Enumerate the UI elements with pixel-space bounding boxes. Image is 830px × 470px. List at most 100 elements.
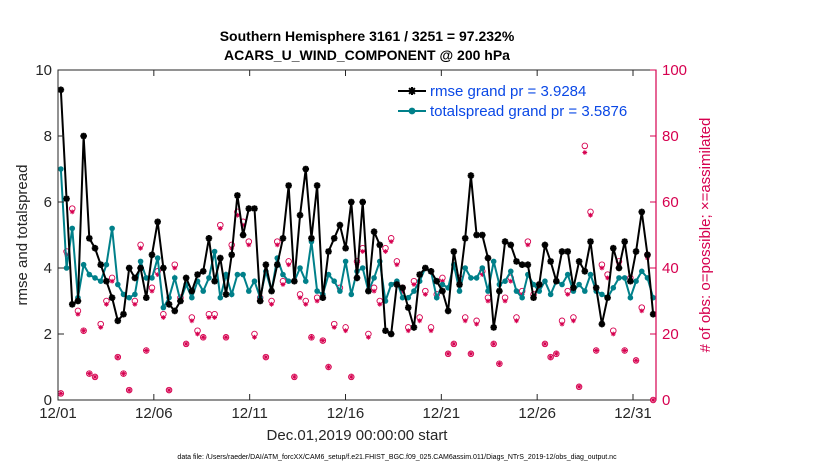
- rmse-point: [103, 277, 110, 285]
- rmse-point: [507, 241, 515, 249]
- obs-assimilated-mark: [297, 295, 303, 301]
- obs-assimilated-mark: [303, 301, 309, 307]
- obs-assimilated-mark: [172, 265, 178, 271]
- spread-point: [206, 275, 212, 281]
- rmse-point: [57, 86, 65, 94]
- obs-assimilated-mark: [223, 334, 229, 340]
- legend-rmse-label: rmse grand pr = 3.9284: [430, 83, 586, 100]
- obs-assimilated-point: [605, 275, 610, 281]
- obs-assimilated-point: [320, 338, 326, 343]
- obs-assimilated-point: [223, 334, 229, 340]
- spread-point: [160, 304, 167, 311]
- spread-point: [63, 265, 70, 271]
- obs-assimilated-point: [479, 272, 485, 277]
- spread-point: [149, 275, 155, 281]
- obs-assimilated-point: [491, 341, 497, 347]
- obs-assimilated-mark: [206, 315, 212, 320]
- rmse-point: [245, 205, 253, 212]
- spread-point: [547, 291, 554, 298]
- rmse-point: [319, 294, 327, 301]
- spread-point: [126, 294, 132, 301]
- rmse-point: [291, 277, 298, 285]
- rmse-point: [518, 261, 526, 268]
- x-tick-label: 12/16: [327, 405, 365, 422]
- rmse-point: [342, 244, 349, 252]
- spread-point: [69, 225, 76, 232]
- obs-possible-point: [450, 340, 458, 348]
- legend-spread-marker: [408, 107, 416, 115]
- obs-assimilated-mark: [326, 364, 331, 370]
- obs-assimilated-mark: [138, 245, 143, 251]
- rmse-point: [621, 238, 628, 245]
- obs-assimilated-point: [263, 354, 269, 360]
- obs-assimilated-point: [468, 351, 474, 357]
- spread-point: [638, 268, 645, 275]
- y-axis-left: 0 2 4 6 8 10: [35, 62, 64, 409]
- obs-assimilated-point: [582, 150, 588, 155]
- obs-assimilated-point: [377, 301, 383, 307]
- legend-box: [393, 78, 651, 122]
- spread-point: [228, 291, 235, 298]
- obs-assimilated-point: [104, 301, 109, 307]
- rmse-point: [564, 248, 572, 255]
- obs-possible-point: [143, 347, 150, 354]
- obs-assimilated-mark: [286, 262, 292, 268]
- plot-area: [58, 70, 656, 400]
- obs-assimilated-mark: [639, 308, 645, 314]
- rmse-point: [302, 165, 310, 173]
- y-left-tick-label: 2: [44, 326, 52, 343]
- obs-assimilated-mark: [212, 315, 218, 320]
- obs-assimilated-mark: [155, 272, 161, 277]
- rmse-point: [649, 310, 657, 318]
- spread-point: [490, 258, 497, 265]
- obs-possible-point: [553, 350, 560, 358]
- rmse-point: [256, 297, 264, 305]
- rmse-point: [484, 254, 492, 262]
- rmse-point: [592, 284, 600, 292]
- rmse-point: [638, 208, 646, 216]
- spread-point: [280, 271, 286, 278]
- rmse-point: [171, 307, 179, 315]
- spread-point: [154, 255, 161, 261]
- obs-assimilated-point: [514, 318, 519, 324]
- spread-point: [245, 288, 252, 294]
- obs-assimilated-point: [252, 334, 257, 340]
- obs-assimilated-point: [610, 331, 616, 337]
- rmse-point: [530, 294, 537, 301]
- legend: rmse grand pr = 3.9284 totalspread grand…: [393, 78, 651, 122]
- obs-possible-point: [262, 353, 270, 361]
- obs-assimilated-point: [485, 298, 491, 304]
- obs-assimilated-mark: [548, 354, 554, 360]
- obs-assimilated-mark: [582, 150, 588, 155]
- obs-assimilated-point: [75, 311, 81, 317]
- obs-assimilated-mark: [183, 341, 189, 347]
- rmse-point: [211, 277, 218, 285]
- spread-point: [285, 278, 292, 285]
- y-left-tick-label: 4: [44, 260, 52, 277]
- obs-assimilated-mark: [514, 318, 519, 324]
- obs-assimilated-point: [462, 318, 468, 324]
- rmse-point: [535, 281, 543, 288]
- spread-point: [433, 294, 440, 301]
- y-axis-right: 0 20 40 60 80 100: [650, 62, 687, 409]
- obs-assimilated-point: [525, 242, 531, 248]
- rmse-point: [239, 231, 247, 239]
- obs-assimilated-mark: [496, 361, 502, 367]
- obs-assimilated-point: [593, 348, 599, 353]
- obs-assimilated-point: [548, 354, 554, 360]
- obs-assimilated-mark: [525, 242, 531, 248]
- spread-point: [240, 271, 246, 278]
- chart-title-line2: ACARS_U_WIND_COMPONENT @ 200 hPa: [224, 47, 510, 63]
- obs-possible-point: [120, 370, 127, 377]
- obs-assimilated-point: [126, 387, 132, 393]
- obs-assimilated-mark: [588, 212, 593, 218]
- obs-assimilated-point: [195, 331, 200, 337]
- obs-assimilated-point: [559, 321, 565, 327]
- obs-assimilated-mark: [485, 298, 491, 304]
- obs-assimilated-mark: [309, 334, 314, 340]
- rmse-point: [80, 132, 87, 140]
- spread-point: [217, 294, 224, 301]
- obs-assimilated-mark: [491, 341, 497, 347]
- obs-assimilated-mark: [542, 341, 548, 347]
- obs-assimilated-mark: [104, 301, 109, 307]
